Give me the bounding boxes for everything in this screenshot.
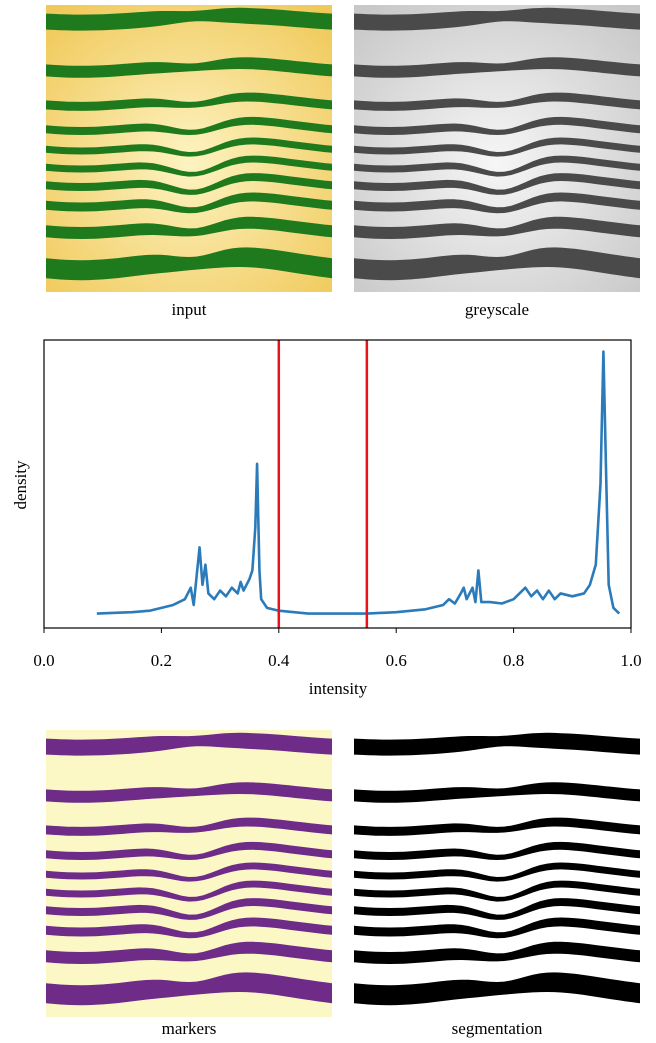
stripe (354, 137, 640, 157)
stripe (46, 57, 332, 78)
stripe (354, 972, 640, 1006)
stripe (46, 862, 332, 882)
stripe (354, 192, 640, 214)
panel-caption: segmentation (452, 1019, 543, 1038)
stripe (46, 116, 332, 135)
greyscale-image (354, 5, 640, 292)
stripe (46, 7, 332, 31)
stripe (46, 880, 332, 902)
stripe (46, 173, 332, 195)
stripe (46, 92, 332, 111)
x-axis-label: intensity (309, 679, 368, 698)
x-tick-label: 0.4 (268, 651, 290, 670)
stripe (46, 972, 332, 1006)
x-tick-label: 0.8 (503, 651, 524, 670)
stripe (354, 941, 640, 964)
stripe (354, 782, 640, 803)
x-tick-label: 0.0 (33, 651, 54, 670)
stripe (354, 116, 640, 135)
x-tick-label: 1.0 (620, 651, 641, 670)
y-axis-label: density (11, 460, 30, 510)
stripe (354, 57, 640, 78)
panel-caption: greyscale (465, 300, 529, 319)
stripe (354, 917, 640, 939)
stripe (46, 898, 332, 920)
stripe (46, 155, 332, 177)
stripe (354, 841, 640, 860)
stripe (46, 841, 332, 860)
stripe (46, 216, 332, 239)
markers-image (46, 730, 332, 1017)
stripe (354, 732, 640, 756)
stripe (354, 7, 640, 31)
x-tick-label: 0.2 (151, 651, 172, 670)
stripe (46, 917, 332, 939)
stripe (354, 817, 640, 836)
stripe (354, 155, 640, 177)
stripe (46, 137, 332, 157)
stripe (46, 817, 332, 836)
stripe (354, 247, 640, 281)
segmentation-image (354, 730, 640, 1017)
stripe (46, 732, 332, 756)
density-line (96, 350, 621, 615)
stripe (354, 880, 640, 902)
input-image (46, 5, 332, 292)
x-tick-label: 0.6 (386, 651, 407, 670)
panel-caption: markers (162, 1019, 217, 1038)
stripe (46, 782, 332, 803)
stripe (354, 173, 640, 195)
stripe (46, 941, 332, 964)
stripe (46, 247, 332, 281)
stripe (354, 898, 640, 920)
stripe (354, 92, 640, 111)
stripe (46, 192, 332, 214)
panel-caption: input (172, 300, 207, 319)
stripe (354, 216, 640, 239)
plot-frame (43, 339, 632, 629)
stripe (354, 862, 640, 882)
